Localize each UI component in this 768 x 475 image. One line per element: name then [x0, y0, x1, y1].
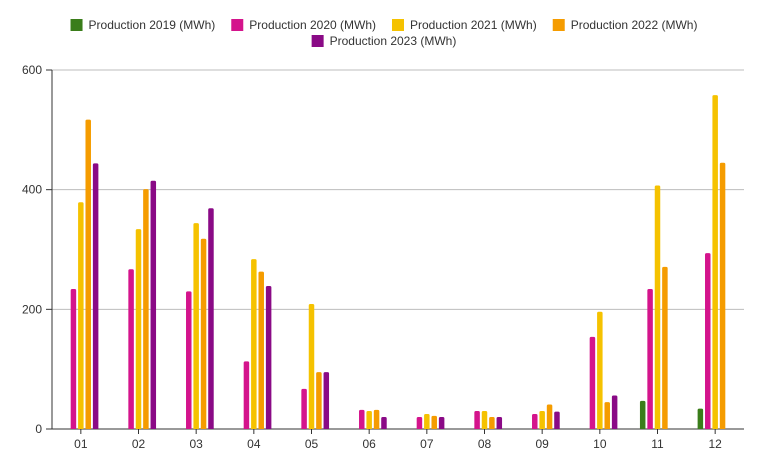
bar [265, 285, 272, 429]
bar [662, 266, 668, 429]
bar [705, 253, 711, 429]
bar [128, 269, 134, 429]
bar [424, 414, 430, 429]
bar [373, 409, 380, 429]
x-tick-label: 09 [535, 437, 549, 451]
bar [135, 229, 142, 429]
gridlines [52, 69, 744, 310]
x-tick-label: 11 [651, 437, 664, 451]
bar [143, 189, 149, 429]
bar [92, 163, 99, 429]
bar [316, 372, 322, 429]
bar [712, 95, 718, 429]
bar [381, 417, 387, 429]
x-tick-label: 05 [305, 437, 319, 451]
bar [366, 411, 372, 429]
bar [85, 119, 91, 429]
bar [438, 417, 445, 429]
bar [496, 417, 503, 429]
bar [489, 417, 495, 429]
x-tick-label: 12 [708, 437, 722, 451]
bar [719, 162, 726, 429]
bar [611, 395, 618, 429]
bar [539, 411, 545, 429]
legend-swatch [231, 19, 244, 31]
legend-swatch [70, 19, 83, 31]
bar [546, 404, 553, 429]
y-tick-label: 200 [22, 302, 42, 316]
legend-swatch [552, 19, 565, 31]
legend: Production 2019 (MWh) Production 2020 (MW… [70, 18, 698, 48]
legend-label: Production 2021 (MWh) [410, 18, 537, 32]
bar [639, 400, 646, 429]
bar [654, 185, 661, 429]
bar [647, 288, 653, 429]
bar [186, 291, 192, 429]
x-tick-label: 02 [132, 437, 146, 451]
x-tick-label: 01 [74, 437, 88, 451]
y-tick-label: 400 [22, 183, 42, 197]
legend-label: Production 2023 (MWh) [330, 34, 457, 48]
y-tick-label: 0 [35, 422, 42, 436]
x-tick-label: 07 [420, 437, 434, 451]
bar [301, 388, 307, 429]
bar [258, 271, 264, 429]
x-tick-label: 08 [478, 437, 492, 451]
bar [481, 411, 488, 429]
bar [589, 336, 596, 429]
legend-label: Production 2020 (MWh) [249, 18, 376, 32]
x-axis: 01 02 03 04 05 06 07 08 09 10 11 12 [74, 429, 722, 451]
legend-label: Production 2022 (MWh) [571, 18, 698, 32]
bar [474, 411, 480, 429]
bar [554, 411, 560, 429]
bar [78, 202, 84, 429]
bar [323, 372, 330, 429]
bar [251, 259, 257, 429]
bar [308, 303, 315, 429]
bar [532, 414, 538, 429]
bar [604, 402, 610, 429]
x-tick-label: 03 [189, 437, 203, 451]
legend-swatch [392, 19, 404, 31]
bar [416, 417, 423, 429]
bar [200, 238, 207, 429]
bar [193, 223, 199, 429]
legend-swatch [311, 35, 324, 47]
bar [150, 180, 157, 429]
y-axis: 0 200 400 600 [22, 63, 744, 436]
bar [359, 409, 365, 429]
bar [243, 361, 250, 429]
bars [70, 95, 726, 429]
x-tick-label: 06 [362, 437, 376, 451]
x-tick-label: 10 [593, 437, 607, 451]
y-tick-label: 600 [22, 63, 42, 77]
bar [431, 415, 437, 429]
legend-label: Production 2019 (MWh) [89, 18, 216, 32]
bar [697, 408, 704, 429]
bar [70, 288, 77, 429]
x-tick-label: 04 [247, 437, 261, 451]
bar [597, 311, 603, 429]
bar [208, 208, 214, 429]
